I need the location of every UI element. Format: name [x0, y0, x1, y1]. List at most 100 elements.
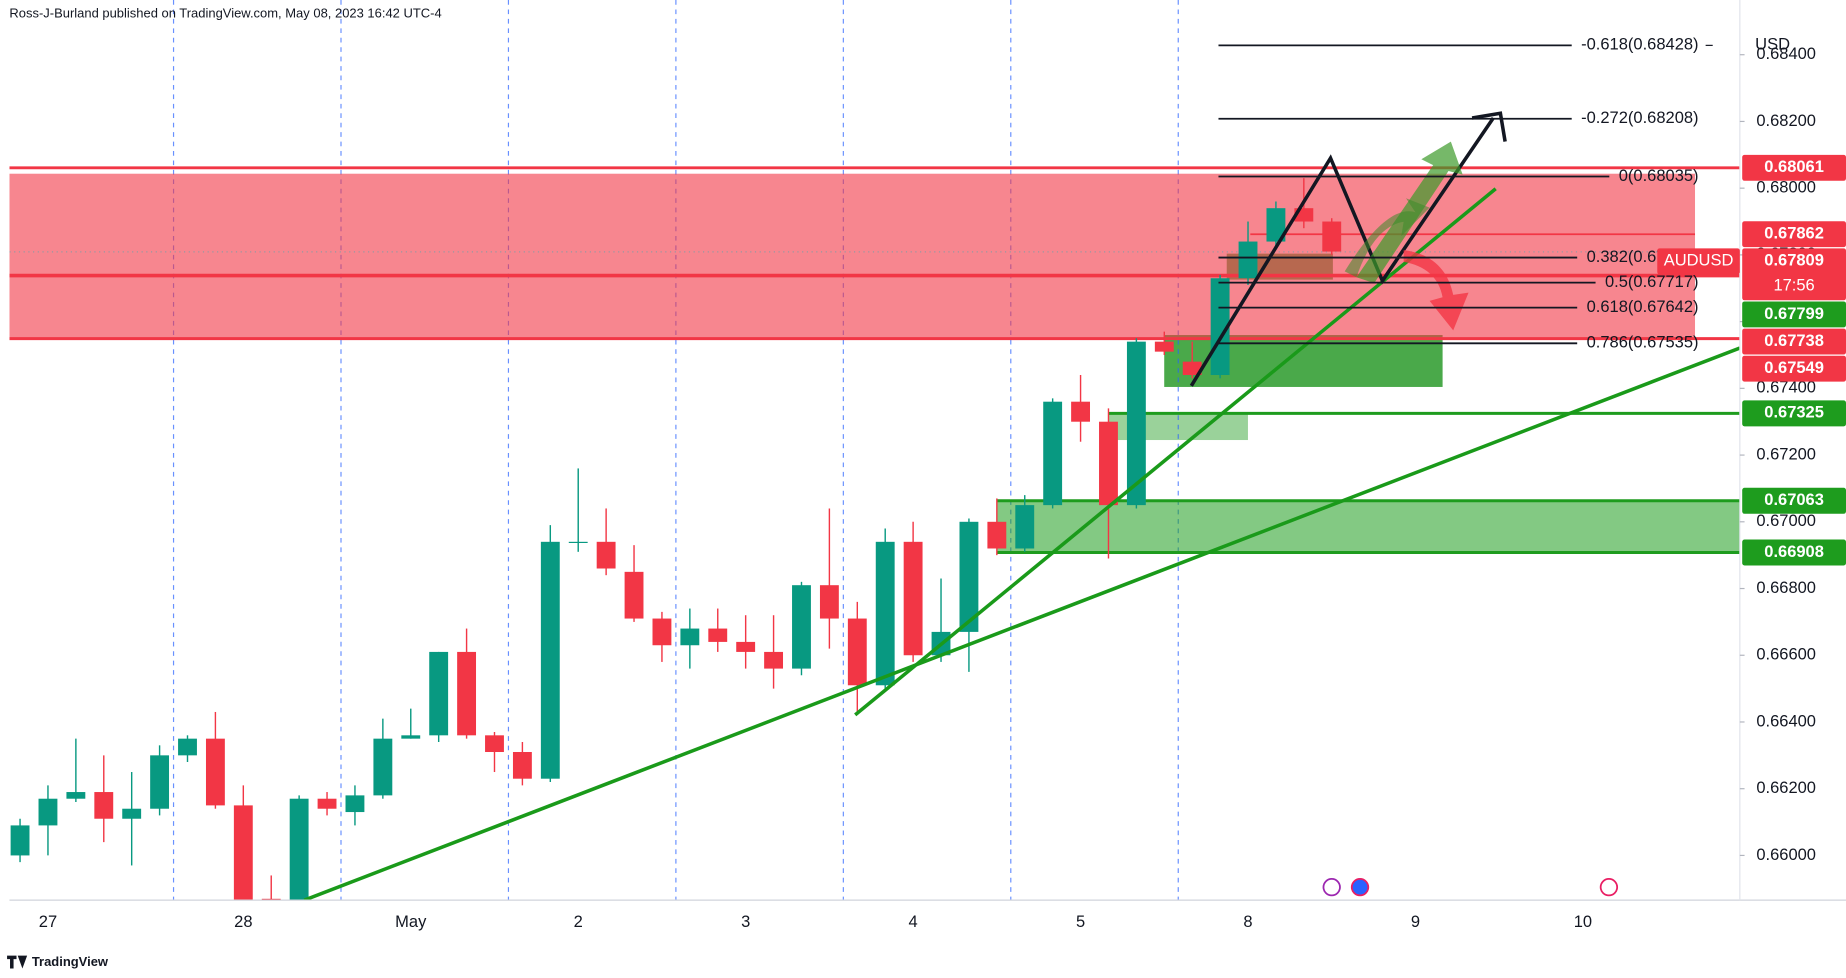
- candle-body: [652, 618, 672, 646]
- event-icon: [1350, 878, 1370, 897]
- trendline: [303, 346, 1740, 901]
- candle-body: [94, 792, 114, 819]
- candle-body: [959, 521, 979, 632]
- price-label: 0.68061: [1764, 158, 1824, 176]
- x-tick-label: 28: [234, 913, 252, 931]
- candle-body: [875, 541, 895, 686]
- candle-body: [1126, 341, 1146, 506]
- x-tick-label: 3: [741, 913, 750, 931]
- candle-body: [1099, 421, 1118, 506]
- candle-body: [1043, 401, 1063, 506]
- candle-body: [345, 795, 365, 813]
- candle-body: [457, 651, 477, 736]
- candle-body: [10, 825, 30, 856]
- candle-body: [792, 585, 811, 669]
- price-label-box: [1742, 328, 1846, 355]
- candle-body: [317, 798, 337, 809]
- candle-body: [987, 521, 1007, 549]
- y-tick-label: 0.66000: [1756, 846, 1816, 864]
- price-label-box: [1742, 487, 1846, 514]
- fib-label: -0.618(0.68428): [1581, 36, 1698, 54]
- currency-label: USD: [1755, 36, 1790, 54]
- candle-body: [289, 798, 309, 901]
- candle-body: [1266, 208, 1286, 242]
- y-tick-label: 0.67400: [1756, 379, 1816, 397]
- price-label: 0.67738: [1764, 332, 1824, 350]
- arrow-head: [1471, 111, 1507, 142]
- symbol-box: [1657, 248, 1740, 275]
- price-label-box: [1742, 154, 1846, 181]
- candle-body: [401, 735, 421, 739]
- candle-body: [736, 641, 756, 652]
- candle-body: [1210, 278, 1230, 376]
- fib-label: 0.618(0.67642): [1587, 298, 1699, 316]
- price-label: 0.67325: [1764, 404, 1824, 422]
- candle-body: [1015, 505, 1035, 549]
- candle-body: [233, 805, 253, 901]
- candle-body: [680, 628, 700, 646]
- price-label-box: [1742, 221, 1846, 248]
- price-label: 0.67549: [1764, 359, 1824, 377]
- countdown: 17:56: [1773, 276, 1814, 294]
- price-label-box: [1742, 301, 1846, 328]
- candle-body: [150, 755, 170, 809]
- candle-body: [178, 738, 197, 756]
- price-label: 0.66908: [1764, 543, 1824, 561]
- x-tick-label: 4: [909, 913, 918, 931]
- candle-body: [819, 585, 839, 619]
- candle-body: [429, 651, 449, 736]
- candle-body: [122, 808, 142, 819]
- y-tick-label: 0.66600: [1756, 646, 1816, 664]
- time-axis: 27 28 May 2 3 4 5 8 9 10: [39, 913, 1592, 931]
- x-tick-label: 27: [39, 913, 57, 931]
- y-tick-label: 0.67000: [1756, 512, 1816, 530]
- price-label: 0.67862: [1764, 225, 1824, 243]
- y-tick-label: 0.66800: [1756, 579, 1816, 597]
- candle-body: [1322, 221, 1342, 252]
- y-tick-label: 0.68400: [1756, 45, 1816, 63]
- candle-body: [373, 738, 393, 796]
- candle-body: [1154, 341, 1174, 352]
- session-separators: [172, 0, 1179, 901]
- price-label: 0.67799: [1764, 305, 1824, 323]
- candle-body: [261, 898, 281, 901]
- candle-body: [485, 735, 504, 753]
- event-icon: [1322, 878, 1341, 897]
- candle-body: [847, 618, 867, 686]
- price-label-box: [1742, 539, 1846, 566]
- trendline: [854, 187, 1497, 717]
- price-labels: 0.68061 0.67862 0.67809 17:56 AUDUSD 0.67799 0…: [1657, 154, 1846, 566]
- fib-label: 0.5(0.67717): [1605, 273, 1699, 291]
- fibonacci: -0.618(0.68428) -0.272(0.68208) 0(0.68035)…: [1218, 36, 1790, 352]
- logo: [7, 955, 28, 969]
- fib-label: 0(0.68035): [1619, 167, 1699, 185]
- price-label-box: [1742, 355, 1846, 382]
- x-tick-label: May: [395, 913, 427, 931]
- projection-path: [1189, 116, 1495, 387]
- candles: [10, 178, 1342, 901]
- candle-body: [764, 651, 784, 669]
- candle-body: [596, 541, 616, 569]
- y-tick-label: 0.66200: [1756, 779, 1816, 797]
- candle-body: [1238, 241, 1258, 279]
- x-tick-label: 2: [574, 913, 583, 931]
- bearish-arrow: [1403, 250, 1469, 331]
- candle-body: [512, 752, 532, 779]
- bullish-arrow: [1344, 198, 1430, 278]
- candle-body: [708, 628, 728, 642]
- price-label: 0.67809: [1764, 252, 1824, 270]
- candle-body: [66, 792, 86, 799]
- price-label-box: [1742, 248, 1846, 301]
- y-tick-label: 0.68200: [1756, 112, 1816, 130]
- candle-body: [38, 798, 58, 826]
- y-tick-label: 0.66400: [1756, 712, 1816, 730]
- fib-label: 0.786(0.67535): [1587, 334, 1699, 352]
- candle-body: [540, 541, 560, 779]
- symbol-label: AUDUSD: [1664, 252, 1734, 270]
- footer-brand: TradingView: [32, 954, 109, 969]
- y-tick-label: 0.67200: [1756, 445, 1816, 463]
- x-tick-label: 8: [1243, 913, 1252, 931]
